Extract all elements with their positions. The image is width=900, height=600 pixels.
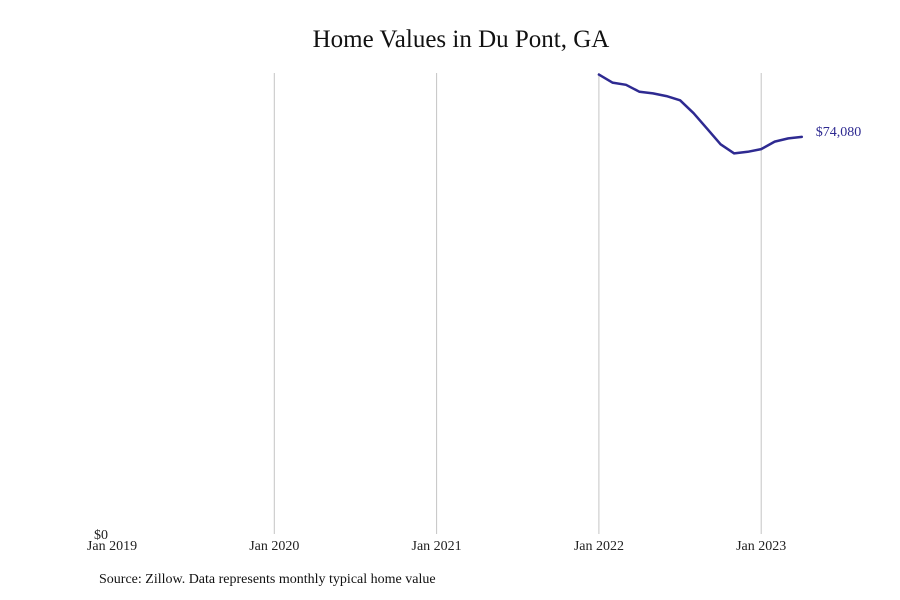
chart-title: Home Values in Du Pont, GA bbox=[312, 26, 610, 53]
x-tick-label: Jan 2021 bbox=[412, 539, 462, 554]
gridlines bbox=[273, 73, 762, 534]
source-note: Source: Zillow. Data represents monthly … bbox=[99, 572, 436, 587]
x-axis-ticks: Jan 2019 Jan 2020 Jan 2021 Jan 2022 Jan 2023 bbox=[87, 539, 786, 554]
x-tick-label: Jan 2019 bbox=[87, 539, 137, 554]
x-tick-label: Jan 2020 bbox=[249, 539, 299, 554]
series-line-home-value bbox=[597, 73, 804, 155]
y-tick-label: $0 bbox=[94, 528, 108, 543]
x-tick-label: Jan 2022 bbox=[574, 539, 624, 554]
end-value-label: $74,080 bbox=[816, 125, 862, 140]
y-axis-ticks: $0 bbox=[94, 528, 108, 543]
x-tick-label: Jan 2023 bbox=[736, 539, 786, 554]
